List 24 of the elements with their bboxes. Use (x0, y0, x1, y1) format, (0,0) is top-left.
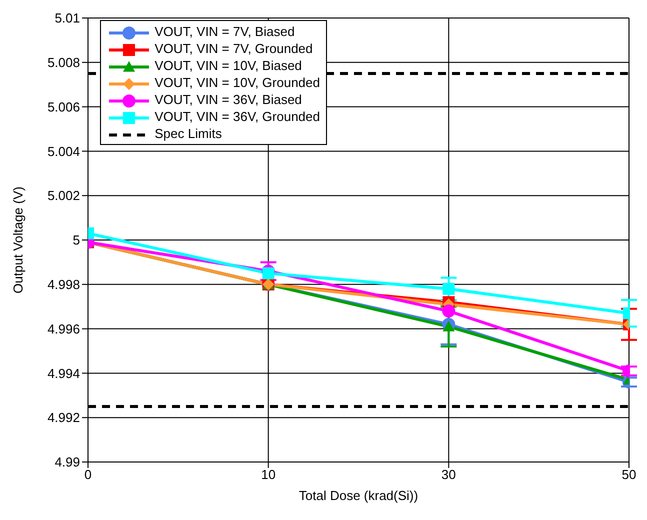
legend-label: VOUT, VIN = 36V, Biased (154, 92, 302, 107)
y-tick-label: 5.008 (47, 55, 80, 70)
legend-label: VOUT, VIN = 7V, Grounded (154, 41, 313, 56)
y-tick-label: 5 (72, 232, 80, 248)
x-tick-label: 10 (261, 467, 276, 482)
y-tick-label: 4.994 (47, 366, 80, 381)
y-tick-label: 4.992 (47, 410, 80, 426)
legend-label: VOUT, VIN = 10V, Grounded (154, 75, 320, 90)
y-tick-label: 5.01 (54, 10, 80, 26)
x-tick-label: 30 (441, 467, 456, 482)
y-tick-label: 5.006 (47, 99, 80, 114)
legend-label: VOUT, VIN = 7V, Biased (154, 24, 295, 39)
y-tick-label: 4.996 (47, 321, 80, 336)
y-tick-label: 4.998 (47, 277, 80, 292)
y-tick-label: 5.004 (47, 144, 80, 159)
legend-label: VOUT, VIN = 36V, Grounded (154, 109, 320, 124)
legend-label: Spec Limits (154, 126, 222, 141)
x-axis-title: Total Dose (krad(Si)) (298, 488, 418, 503)
y-tick-label: 5.002 (47, 188, 80, 204)
legend-label: VOUT, VIN = 10V, Biased (154, 58, 302, 73)
x-tick-label: 0 (84, 467, 92, 482)
y-tick-label: 4.99 (54, 454, 80, 470)
x-tick-label: 50 (622, 467, 636, 482)
y-axis-title: Output Voltage (V) (10, 186, 26, 294)
